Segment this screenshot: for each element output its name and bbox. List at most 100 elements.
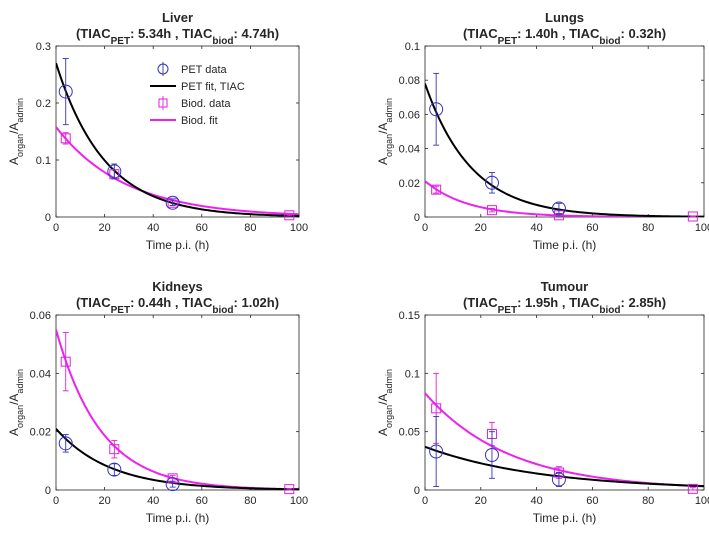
x-axis-label: Time p.i. (h) bbox=[146, 238, 210, 252]
x-tick-label: 20 bbox=[475, 222, 487, 234]
ylabel-a: A bbox=[7, 428, 21, 436]
subtitle-prefix: (TIAC bbox=[76, 26, 111, 41]
pet-point-marker bbox=[58, 84, 73, 99]
axes-box bbox=[55, 314, 300, 491]
y-axis-label: Aorgan/Aadmin bbox=[7, 369, 25, 436]
pet-fit-line bbox=[425, 83, 704, 217]
biod-fit-line bbox=[425, 392, 704, 488]
x-tick-label: 0 bbox=[53, 495, 59, 507]
chart-title: Lungs bbox=[545, 10, 584, 25]
subtitle-mid: : 1.40h , TIAC bbox=[517, 26, 600, 41]
subtitle-prefix: (TIAC bbox=[463, 295, 498, 310]
ylabel-sub-organ: organ bbox=[384, 134, 394, 157]
legend-entry-label: Biod. fit bbox=[181, 115, 218, 127]
pet-point-marker bbox=[429, 102, 444, 117]
x-tick-label: 80 bbox=[244, 495, 256, 507]
legend-entry-label: PET data bbox=[181, 64, 228, 76]
x-tick-label: 60 bbox=[196, 222, 208, 234]
panel-tumour: 02040608010000.050.10.15Tumour(TIACPET: … bbox=[376, 279, 709, 525]
y-tick-label: 0.06 bbox=[30, 310, 51, 322]
x-tick-label: 80 bbox=[244, 222, 256, 234]
ylabel-a: A bbox=[376, 157, 390, 165]
x-tick-label: 100 bbox=[290, 495, 308, 507]
chart-title: Tumour bbox=[541, 279, 588, 294]
legend: PET data PET fit, TIAC Biod. data Biod. fit bbox=[150, 62, 245, 127]
subtitle-sub-biod: biod bbox=[212, 305, 233, 316]
subtitle-prefix: (TIAC bbox=[76, 295, 111, 310]
biod-point-marker bbox=[284, 484, 295, 495]
y-tick-label: 0.2 bbox=[36, 98, 51, 110]
x-tick-label: 20 bbox=[475, 495, 487, 507]
x-tick-label: 0 bbox=[422, 222, 428, 234]
subtitle-sub-biod: biod bbox=[599, 36, 620, 47]
pet-point-marker bbox=[429, 444, 444, 459]
biod-point-marker bbox=[60, 356, 71, 367]
chart-subtitle: (TIACPET: 1.95h , TIACbiod: 2.85h) bbox=[463, 295, 666, 316]
biod-point-marker bbox=[284, 210, 295, 221]
x-tick-label: 40 bbox=[147, 495, 159, 507]
chart-title: Kidneys bbox=[152, 279, 203, 294]
x-tick-label: 80 bbox=[642, 495, 654, 507]
pet-point-marker bbox=[484, 175, 499, 190]
x-tick-label: 60 bbox=[586, 222, 598, 234]
pet-point-marker bbox=[165, 195, 180, 210]
panel-kidneys: 0 20 40 60 80 10000.020.040.06Kidneys(TIACPET… bbox=[7, 279, 308, 525]
subtitle-mid: : 0.44h , TIAC bbox=[130, 295, 213, 310]
x-axis-label: Time p.i. (h) bbox=[533, 238, 597, 252]
y-axis-label: Aorgan/Aadmin bbox=[376, 369, 394, 436]
y-tick-label: 0.04 bbox=[399, 144, 420, 156]
biod-point-marker bbox=[687, 211, 698, 222]
x-tick-label: 20 bbox=[98, 222, 110, 234]
ylabel-sub-admin: admin bbox=[15, 98, 25, 123]
y-tick-label: 0 bbox=[414, 212, 420, 224]
subtitle-mid: : 1.95h , TIAC bbox=[517, 295, 600, 310]
x-tick-label: 40 bbox=[147, 222, 159, 234]
biod-point-marker bbox=[431, 403, 442, 414]
y-tick-label: 0.08 bbox=[399, 75, 420, 87]
legend-biod-marker bbox=[158, 98, 168, 108]
pet-point-marker bbox=[165, 477, 180, 492]
subtitle-suffix: : 4.74h) bbox=[234, 26, 280, 41]
x-tick-label: 100 bbox=[695, 222, 709, 234]
biod-point-marker bbox=[109, 444, 120, 455]
ylabel-sub-admin: admin bbox=[384, 98, 394, 123]
chart-subtitle: (TIACPET: 1.40h , TIACbiod: 0.32h) bbox=[463, 26, 666, 47]
pet-point-marker bbox=[551, 201, 566, 216]
x-tick-label: 40 bbox=[530, 495, 542, 507]
x-tick-label: 100 bbox=[290, 222, 308, 234]
x-tick-label: 40 bbox=[530, 222, 542, 234]
subtitle-prefix: (TIAC bbox=[463, 26, 498, 41]
y-tick-label: 0 bbox=[45, 485, 51, 497]
subtitle-sub-pet: PET bbox=[498, 36, 517, 47]
subtitle-sub-biod: biod bbox=[212, 36, 233, 47]
legend-entry-label: PET fit, TIAC bbox=[181, 81, 245, 93]
biod-point-marker bbox=[431, 184, 442, 195]
ylabel-sep: /A bbox=[376, 394, 390, 405]
y-axis-label: Aorgan/Aadmin bbox=[7, 98, 25, 165]
x-tick-label: 20 bbox=[98, 495, 110, 507]
ylabel-sub-admin: admin bbox=[15, 369, 25, 394]
y-tick-label: 0.1 bbox=[405, 41, 420, 53]
x-tick-label: 100 bbox=[695, 495, 709, 507]
biod-point-marker bbox=[60, 133, 71, 144]
x-axis-label: Time p.i. (h) bbox=[533, 511, 597, 525]
ylabel-sep: /A bbox=[7, 123, 21, 134]
ylabel-a: A bbox=[7, 157, 21, 165]
ylabel-sep: /A bbox=[7, 394, 21, 405]
ylabel-sub-organ: organ bbox=[384, 405, 394, 428]
pet-point-marker bbox=[551, 472, 566, 487]
chart-title: Liver bbox=[162, 10, 193, 25]
legend-pet-marker bbox=[157, 63, 169, 75]
axes-box bbox=[55, 45, 300, 218]
axes-box bbox=[424, 45, 705, 218]
biod-point-marker bbox=[486, 205, 497, 216]
panel-lungs: 02040608010000.020.040.060.080.1Lungs(TI… bbox=[376, 10, 709, 252]
biod-point-marker bbox=[687, 483, 698, 494]
y-tick-label: 0.05 bbox=[399, 427, 420, 439]
subtitle-sub-biod: biod bbox=[599, 305, 620, 316]
y-tick-label: 0.02 bbox=[399, 178, 420, 190]
y-tick-label: 0 bbox=[45, 212, 51, 224]
chart-subtitle: (TIACPET: 0.44h , TIACbiod: 1.02h) bbox=[76, 295, 279, 316]
